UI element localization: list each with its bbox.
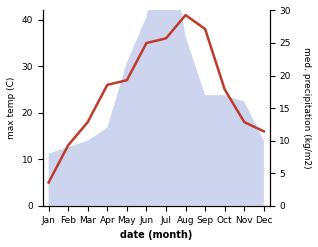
Y-axis label: max temp (C): max temp (C) <box>7 77 16 139</box>
X-axis label: date (month): date (month) <box>120 230 192 240</box>
Y-axis label: med. precipitation (kg/m2): med. precipitation (kg/m2) <box>302 47 311 169</box>
